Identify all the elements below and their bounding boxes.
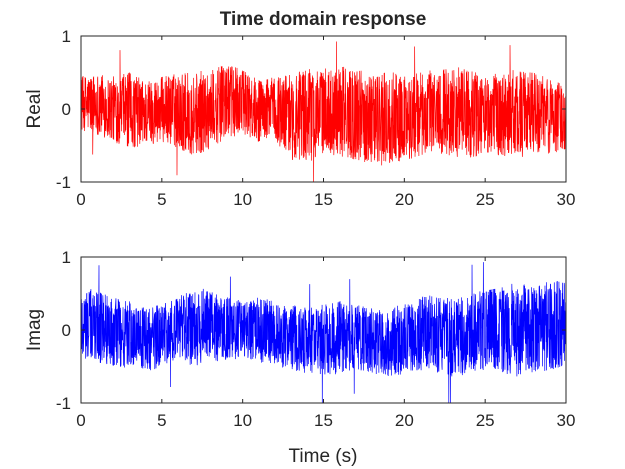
x-tick-label: 30 [557,411,576,430]
imag-y-ticks: 1 0 -1 [56,248,566,413]
x-tick-label: 15 [314,190,333,209]
real-signal-line [80,41,567,183]
y-axis-label-imag: Imag [24,309,45,351]
real-signal-series [80,41,567,183]
x-tick-label: 20 [395,411,414,430]
imag-signal-series [80,262,567,404]
y-tick-label: -1 [56,394,71,413]
x-tick-label: 20 [395,190,414,209]
x-tick-label: 10 [233,411,252,430]
imag-x-ticks: 0 5 10 15 20 25 30 [76,257,575,430]
y-tick-label: -1 [56,173,71,192]
x-tick-label: 25 [476,190,495,209]
chart-title: Time domain response [220,9,427,30]
y-axis-label-real: Real [24,89,45,128]
x-tick-label: 5 [157,411,166,430]
y-tick-label: 1 [62,27,71,46]
real-subplot: Time domain response 10-1 0 5 10 15 20 25 30 R… [24,9,575,209]
x-tick-label: 5 [157,190,166,209]
x-tick-label: 15 [314,411,333,430]
x-tick-label: 30 [557,190,576,209]
x-tick-label: 0 [76,190,85,209]
y-tick-label: 0 [62,100,71,119]
x-tick-label: 10 [233,190,252,209]
real-x-ticks: 0 5 10 15 20 25 30 [76,36,575,209]
x-tick-label: 25 [476,411,495,430]
x-axis-label: Time (s) [289,446,358,467]
x-tick-label: 0 [76,411,85,430]
imag-signal-line [80,262,567,404]
y-tick-label: 1 [62,248,71,267]
real-y-ticks: 1 0 -1 [56,27,566,192]
y-tick-label: 0 [62,321,71,340]
imag-subplot: 10-1 0 5 10 15 20 25 30 Imag Time (s) [24,248,575,467]
